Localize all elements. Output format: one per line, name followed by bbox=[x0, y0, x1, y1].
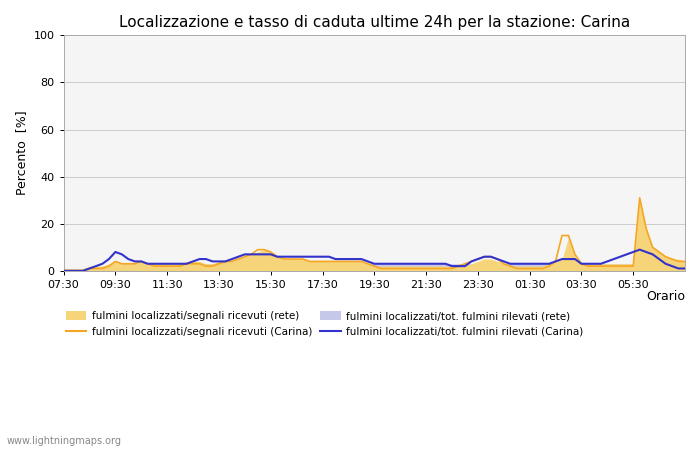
Text: www.lightningmaps.org: www.lightningmaps.org bbox=[7, 436, 122, 446]
Title: Localizzazione e tasso di caduta ultime 24h per la stazione: Carina: Localizzazione e tasso di caduta ultime … bbox=[119, 15, 630, 30]
Text: Orario: Orario bbox=[646, 290, 685, 303]
Legend: fulmini localizzati/segnali ricevuti (rete), fulmini localizzati/segnali ricevut: fulmini localizzati/segnali ricevuti (re… bbox=[62, 307, 588, 341]
Y-axis label: Percento  [%]: Percento [%] bbox=[15, 111, 28, 195]
